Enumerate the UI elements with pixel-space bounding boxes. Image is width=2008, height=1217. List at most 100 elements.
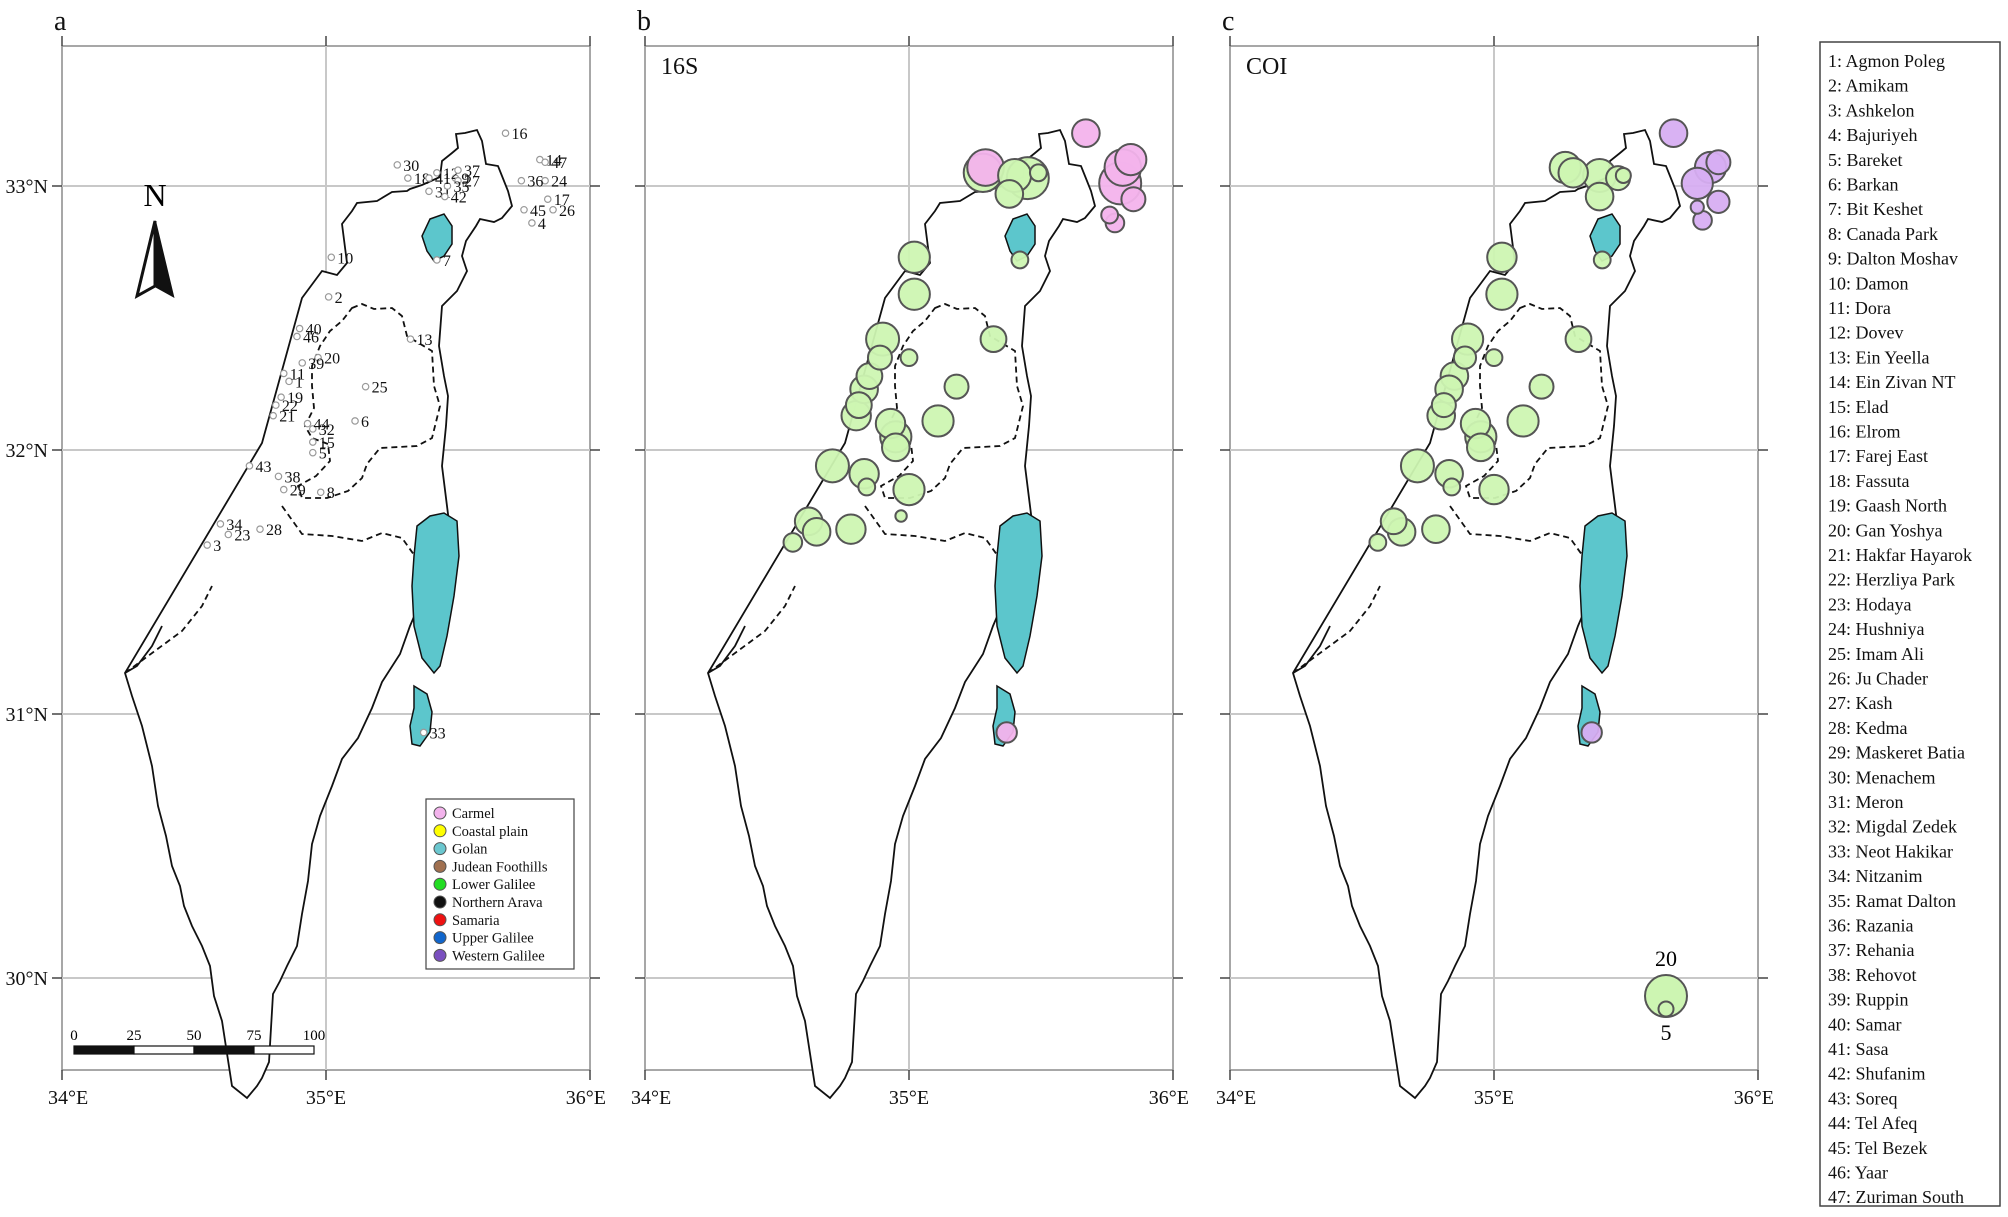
site-label-4: 4 — [538, 216, 546, 233]
site-point-22 — [272, 401, 280, 409]
coast-line — [1292, 625, 1331, 674]
site-key-item: 42: Shufanim — [1828, 1064, 1926, 1084]
site-key-item: 15: Elad — [1828, 397, 1889, 417]
site-key-item: 29: Maskeret Batia — [1828, 743, 1965, 763]
gaza-border — [1292, 585, 1381, 674]
size-legend: 20 5 — [1644, 946, 1688, 1045]
site-label-16: 16 — [512, 126, 528, 143]
sample-bubble — [1592, 250, 1612, 270]
sample-bubble — [1466, 432, 1496, 463]
panel-title: 16S — [661, 54, 698, 80]
site-label-24: 24 — [551, 174, 567, 191]
legend-swatch — [433, 806, 447, 820]
sample-bubble — [892, 473, 926, 507]
site-point-6 — [351, 417, 359, 425]
site-point-45 — [520, 205, 528, 214]
site-label-20: 20 — [324, 351, 340, 368]
site-point-38 — [274, 472, 283, 481]
site-key-item: 36: Razania — [1828, 916, 1913, 936]
site-key-item: 26: Ju Chader — [1828, 669, 1928, 689]
site-point-28 — [256, 525, 264, 534]
sample-bubble — [1705, 149, 1732, 176]
site-point-12 — [433, 169, 441, 177]
site-key-item: 12: Dovev — [1828, 323, 1904, 343]
lon-tick-label: 35°E — [306, 1087, 346, 1109]
site-key-item: 34: Nitzanim — [1828, 866, 1922, 886]
lon-tick-label: 36°E — [566, 1087, 606, 1109]
site-point-33 — [419, 728, 428, 737]
size-legend-large-label: 20 — [1655, 946, 1677, 971]
border-dashed — [281, 505, 423, 567]
sample-bubble — [1486, 241, 1518, 273]
lon-tick-label: 34°E — [1216, 1087, 1256, 1109]
sample-bubble — [1528, 373, 1555, 400]
coast-line — [124, 625, 163, 674]
lon-tick-label: 34°E — [631, 1087, 671, 1109]
site-key-item: 13: Ein Yeella — [1828, 347, 1930, 367]
sample-bubble — [1680, 166, 1714, 200]
site-label-6: 6 — [361, 414, 369, 431]
site-key-item: 24: Hushniya — [1828, 619, 1925, 639]
site-point-3 — [203, 541, 212, 549]
site-label-19: 19 — [287, 390, 303, 407]
site-key-item: 31: Meron — [1828, 792, 1904, 812]
site-point-37 — [454, 166, 462, 174]
site-label-13: 13 — [416, 332, 432, 349]
sample-bubble — [899, 348, 919, 368]
site-label-44: 44 — [314, 417, 330, 434]
site-label-39: 39 — [308, 356, 324, 373]
sample-bubble — [994, 179, 1025, 209]
site-point-21 — [269, 411, 278, 420]
site-key-item: 6: Barkan — [1828, 175, 1898, 195]
site-point-35 — [443, 182, 452, 190]
site-key-item: 17: Farej East — [1828, 446, 1928, 466]
site-label-43: 43 — [255, 459, 271, 476]
site-key-item: 47: Zuriman South — [1828, 1187, 1964, 1207]
site-key-item: 21: Hakfar Hayarok — [1828, 545, 1972, 565]
site-label-9: 9 — [461, 171, 469, 188]
dead-sea — [411, 512, 460, 675]
legend-item-label: Upper Galilee — [452, 931, 534, 947]
panel-letter: a — [54, 6, 67, 37]
scale-segment — [253, 1045, 315, 1055]
site-label-25: 25 — [372, 380, 388, 397]
site-point-44 — [303, 419, 312, 428]
site-label-22: 22 — [282, 398, 298, 415]
sea-of-galilee — [421, 213, 453, 262]
sample-bubble — [1010, 250, 1030, 270]
sample-bubble — [1484, 348, 1504, 368]
legend-item-label: Lower Galilee — [452, 877, 535, 893]
sample-bubble — [1584, 181, 1615, 212]
sample-bubble — [921, 404, 955, 438]
site-point-36 — [517, 176, 526, 185]
site-key-item: 32: Migdal Zedek — [1828, 817, 1957, 837]
site-point-11 — [279, 369, 288, 378]
legend-item-label: Samaria — [452, 913, 500, 929]
sample-bubble — [1658, 118, 1689, 148]
sample-bubble — [943, 373, 970, 400]
site-key-item: 44: Tel Afeq — [1828, 1113, 1917, 1133]
site-label-46: 46 — [303, 329, 319, 346]
gaza-border — [124, 585, 213, 674]
site-point-41 — [425, 174, 433, 182]
site-key-item: 16: Elrom — [1828, 422, 1901, 442]
sample-bubble — [1028, 163, 1048, 183]
site-point-15 — [309, 438, 317, 446]
site-key-item: 37: Rehania — [1828, 940, 1914, 960]
site-label-29: 29 — [290, 483, 306, 500]
site-label-36: 36 — [527, 174, 543, 191]
site-point-39 — [298, 359, 307, 367]
site-label-10: 10 — [337, 250, 353, 267]
sample-bubble — [1506, 404, 1540, 438]
site-label-33: 33 — [430, 725, 446, 742]
scale-label: 0 — [70, 1028, 78, 1044]
site-key-item: 14: Ein Zivan NT — [1828, 372, 1955, 392]
site-label-38: 38 — [284, 469, 300, 486]
sample-bubble — [1580, 721, 1603, 744]
site-key-item: 27: Kash — [1828, 693, 1893, 713]
legend-swatch — [433, 824, 447, 838]
legend-swatch — [433, 913, 447, 927]
site-label-18: 18 — [414, 171, 430, 188]
site-point-2 — [324, 293, 333, 301]
site-label-5: 5 — [319, 446, 327, 463]
